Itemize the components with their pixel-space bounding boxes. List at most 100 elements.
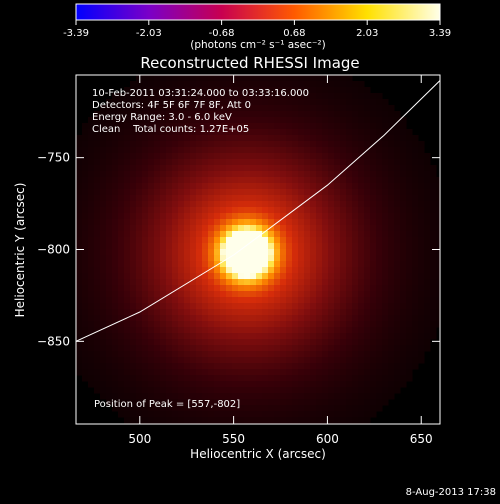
heatmap-pixel [112,321,119,328]
heatmap-pixel [250,129,257,136]
heatmap-pixel [298,399,305,406]
heatmap-pixel [382,375,389,382]
heatmap-pixel [202,375,209,382]
heatmap-pixel [238,93,245,100]
heatmap-pixel [172,231,179,238]
heatmap-pixel [322,357,329,364]
heatmap-pixel [412,189,419,196]
heatmap-pixel [124,111,131,118]
heatmap-pixel [154,249,161,256]
heatmap-pixel [106,273,113,280]
heatmap-pixel [130,159,137,166]
heatmap-pixel [316,243,323,250]
heatmap-pixel [238,327,245,334]
heatmap-pixel [256,153,263,160]
heatmap-pixel [190,207,197,214]
heatmap-pixel [334,273,341,280]
heatmap-pixel [388,261,395,268]
heatmap-pixel [274,111,281,118]
heatmap-pixel [88,321,95,328]
heatmap-pixel [274,351,281,358]
heatmap-pixel [148,105,155,112]
heatmap-pixel [130,195,137,202]
heatmap-pixel [226,351,233,358]
heatmap-pixel [238,411,245,418]
heatmap-pixel [424,171,431,178]
heatmap-pixel [262,357,269,364]
heatmap-pixel [352,105,359,112]
heatmap-pixel [352,111,359,118]
heatmap-pixel [226,273,233,280]
heatmap-pixel [76,177,83,184]
heatmap-pixel [268,375,275,382]
heatmap-pixel [100,351,107,358]
heatmap-pixel [196,81,203,88]
heatmap-pixel [76,297,83,304]
heatmap-pixel [100,243,107,250]
heatmap-pixel [364,255,371,262]
heatmap-pixel [418,309,425,316]
heatmap-pixel [220,81,227,88]
heatmap-pixel [292,81,299,88]
heatmap-pixel [190,219,197,226]
heatmap-pixel [214,405,221,412]
heatmap-pixel [430,279,437,286]
heatmap-pixel [220,249,227,256]
heatmap-pixel [352,351,359,358]
heatmap-pixel [100,237,107,244]
heatmap-pixel [238,225,245,232]
heatmap-pixel [172,267,179,274]
heatmap-pixel [124,411,131,418]
heatmap-pixel [160,111,167,118]
heatmap-pixel [256,171,263,178]
heatmap-pixel [346,285,353,292]
heatmap-pixel [316,267,323,274]
heatmap-pixel [274,339,281,346]
heatmap-pixel [196,405,203,412]
heatmap-pixel [394,357,401,364]
heatmap-pixel [196,381,203,388]
heatmap-pixel [328,111,335,118]
heatmap-pixel [88,309,95,316]
heatmap-pixel [214,291,221,298]
heatmap-pixel [118,411,125,418]
heatmap-pixel [310,387,317,394]
heatmap-pixel [190,195,197,202]
heatmap-pixel [382,195,389,202]
heatmap-pixel [394,381,401,388]
heatmap-pixel [328,291,335,298]
heatmap-pixel [316,315,323,322]
heatmap-pixel [280,129,287,136]
heatmap-pixel [214,213,221,220]
heatmap-pixel [316,99,323,106]
heatmap-pixel [106,201,113,208]
heatmap-pixel [244,159,251,166]
heatmap-pixel [232,351,239,358]
heatmap-pixel [382,261,389,268]
heatmap-pixel [406,243,413,250]
heatmap-pixel [394,207,401,214]
heatmap-pixel [394,225,401,232]
heatmap-pixel [418,177,425,184]
heatmap-pixel [250,333,257,340]
heatmap-pixel [250,171,257,178]
heatmap-pixel [160,105,167,112]
heatmap-pixel [268,267,275,274]
heatmap-pixel [184,363,191,370]
heatmap-pixel [88,231,95,238]
heatmap-pixel [250,255,257,262]
heatmap-pixel [142,381,149,388]
heatmap-pixel [256,345,263,352]
heatmap-pixel [346,381,353,388]
heatmap-pixel [328,87,335,94]
heatmap-pixel [94,333,101,340]
heatmap-pixel [292,369,299,376]
heatmap-pixel [208,297,215,304]
heatmap-pixel [412,363,419,370]
heatmap-pixel [220,375,227,382]
heatmap-pixel [280,195,287,202]
heatmap-pixel [322,399,329,406]
heatmap-pixel [310,309,317,316]
heatmap-pixel [250,87,257,94]
heatmap-pixel [328,363,335,370]
